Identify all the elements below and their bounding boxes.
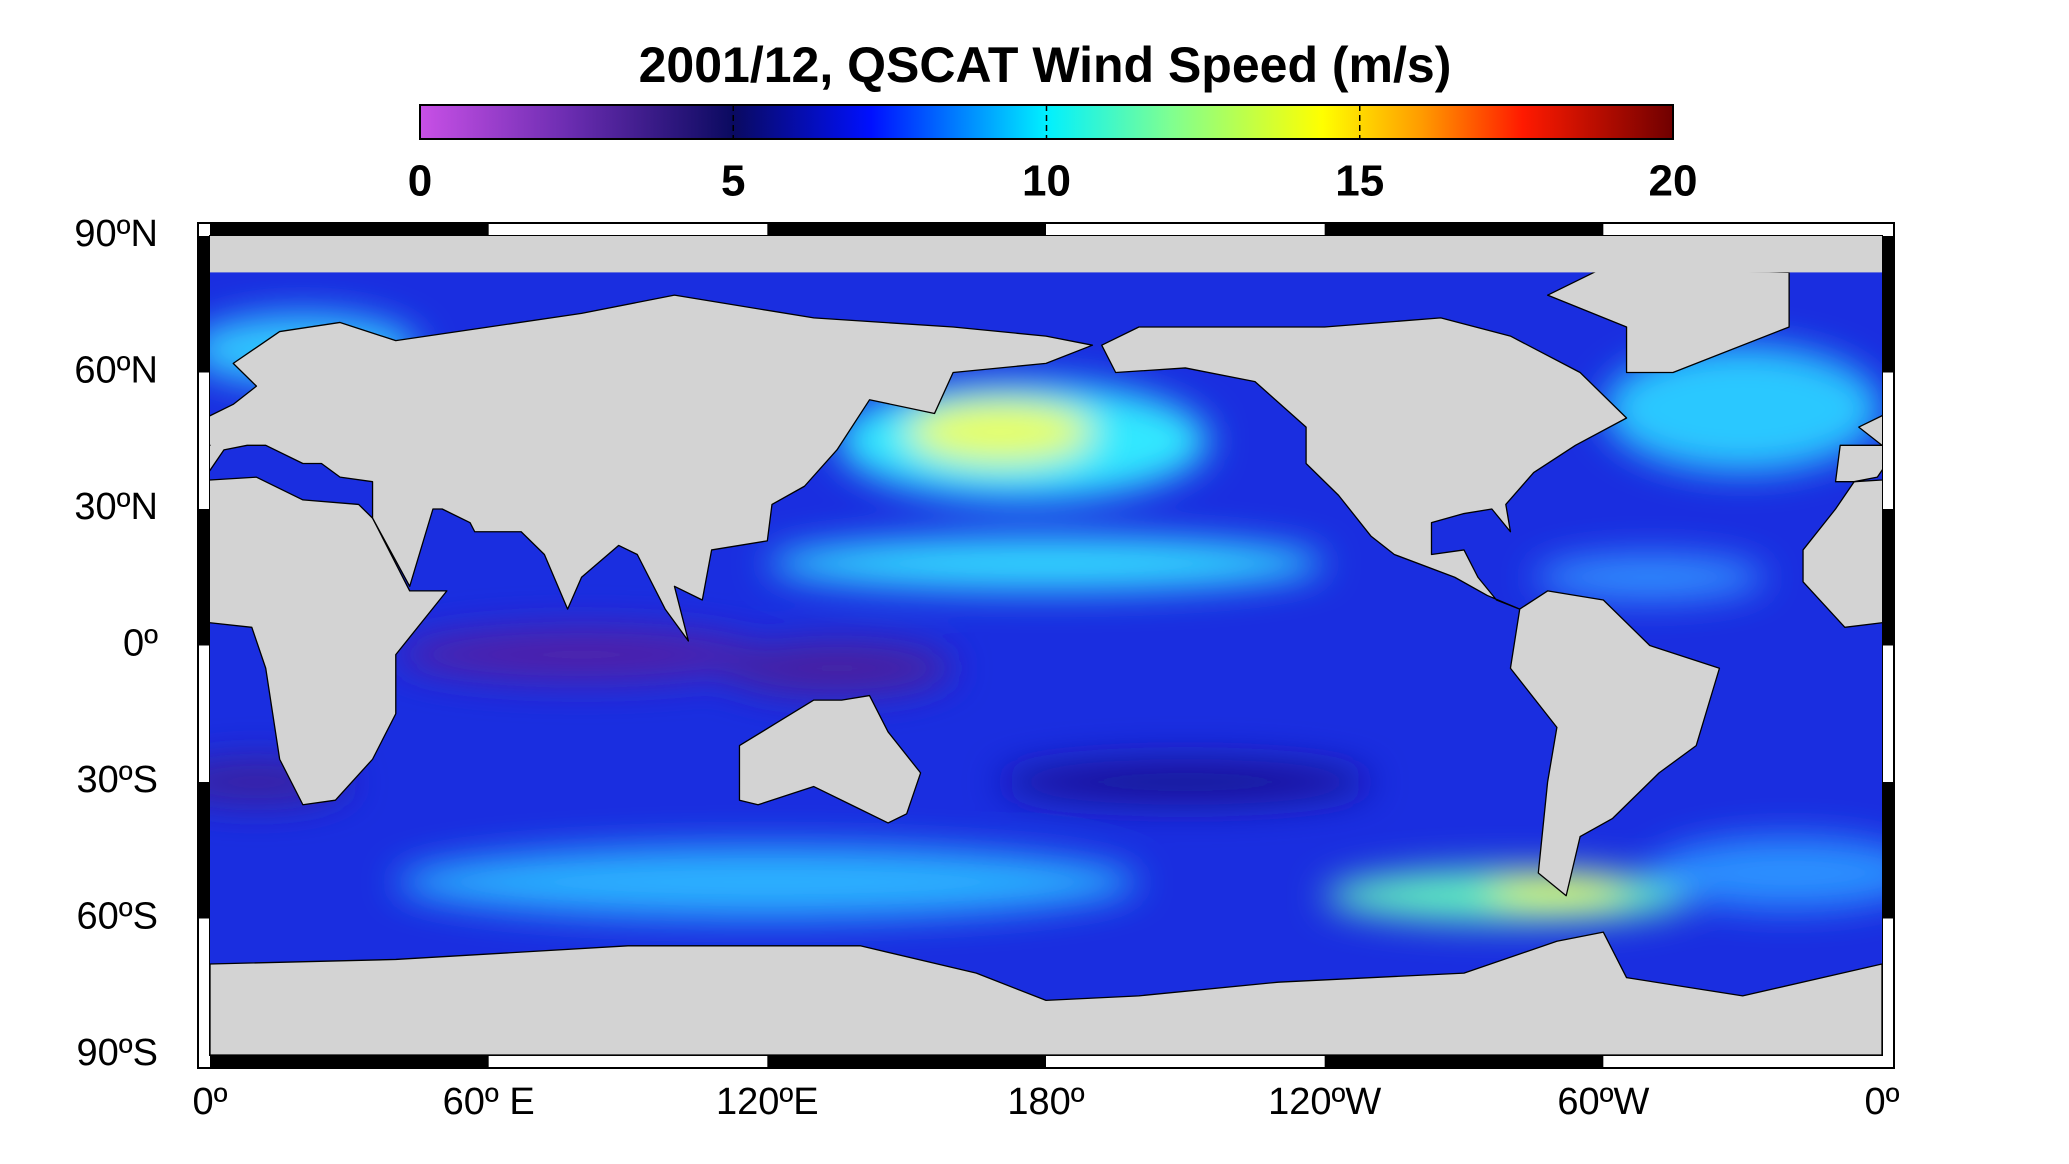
lon-tick-label: 0º [192, 1081, 227, 1123]
lat-tick-label: 60ºS [77, 896, 159, 938]
colorbar: 0 5 10 15 20 [408, 104, 1698, 206]
lat-tick-label: 90ºN [74, 213, 158, 255]
frame-segment [198, 236, 210, 373]
lat-tick-label: 30ºN [74, 486, 158, 528]
frame-segment [198, 509, 210, 646]
colorbar-tick-label: 10 [1022, 157, 1071, 206]
colorbar-tick-label: 20 [1649, 157, 1698, 206]
lon-tick-label: 180º [1007, 1081, 1084, 1123]
frame-segment [1882, 782, 1894, 919]
colorbar-tick-label: 5 [721, 157, 745, 206]
colorbar-tick-label: 0 [408, 157, 432, 206]
colorbar-tick-label: 15 [1335, 157, 1384, 206]
lat-tick-label: 60ºN [74, 350, 158, 392]
lon-tick-label: 60ºW [1557, 1081, 1649, 1123]
frame-segment [1882, 236, 1894, 373]
frame-segment [767, 223, 1046, 236]
frame-segment [198, 782, 210, 919]
frame-segment [1324, 1055, 1604, 1068]
lon-tick-label: 120ºW [1268, 1081, 1381, 1123]
lat-tick-label: 90ºS [77, 1032, 159, 1074]
lon-tick-label: 0º [1864, 1081, 1899, 1123]
lat-tick-label: 0º [123, 623, 158, 665]
antarctica [210, 932, 1882, 1055]
frame-segment [210, 1055, 489, 1068]
australia [739, 696, 920, 823]
frame-segment [210, 223, 489, 236]
lat-tick-label: 30ºS [77, 759, 159, 801]
lon-tick-label: 60º E [443, 1081, 535, 1123]
lon-tick-label: 120ºE [716, 1081, 819, 1123]
chart-title: 2001/12, QSCAT Wind Speed (m/s) [639, 37, 1452, 93]
frame-segment [1324, 223, 1604, 236]
frame-segment [1882, 509, 1894, 646]
frame-segment [767, 1055, 1046, 1068]
map-area [210, 236, 1882, 1055]
no-data [210, 236, 1882, 273]
